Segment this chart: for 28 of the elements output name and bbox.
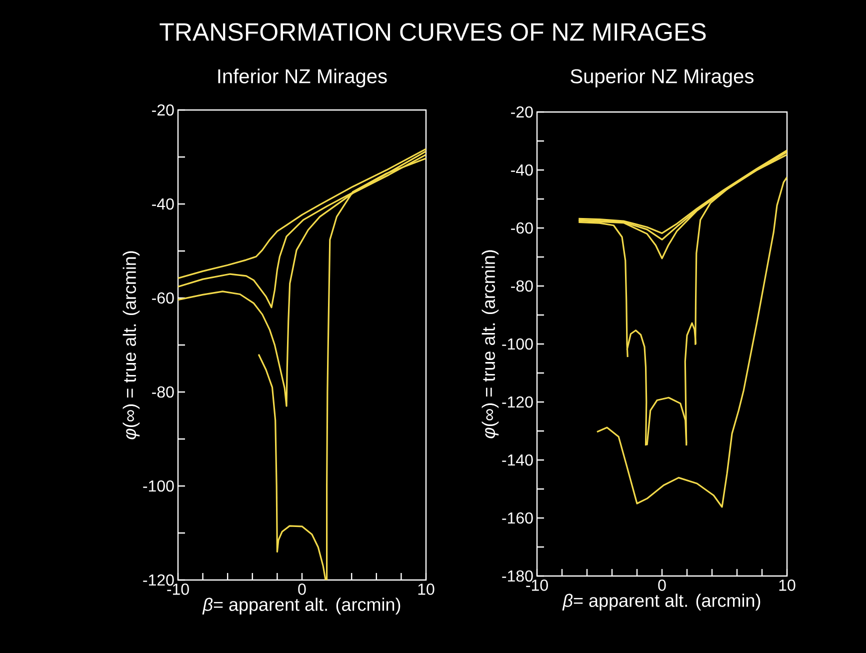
x-axis-title: β= apparent alt. (arcmin) [202,598,400,614]
y-tick-label: -180 [502,570,533,582]
y-tick-label: -100 [502,338,533,350]
y-tick-label: -40 [152,198,174,210]
y-tick-label: -40 [511,164,533,176]
x-tick-label: 0 [298,584,306,595]
chart-subtitle: Inferior NZ Mirages [218,68,387,88]
chart-subtitle: Superior NZ Mirages [570,68,754,88]
x-tick-label: 10 [418,584,434,595]
y-tick-label: -60 [152,292,174,304]
y-axis-title: φ(∞) = true alt. (arcmin) [122,251,140,440]
y-tick-label: -80 [152,386,174,398]
x-tick-label: -10 [526,580,548,591]
chart-title: TRANSFORMATION CURVES OF NZ MIRAGES [160,23,706,41]
y-tick-label: -60 [511,222,533,234]
x-tick-label: 0 [658,580,666,591]
y-tick-label: -80 [511,280,533,292]
y-tick-label: -120 [502,396,533,408]
y-axis-title: φ(∞) = true alt. (arcmin) [482,250,499,438]
y-tick-label: -120 [143,574,174,586]
x-tick-label: 10 [779,580,796,591]
x-axis-title: β= apparent alt. (arcmin) [562,594,760,610]
y-tick-label: -140 [502,454,533,466]
y-tick-label: -20 [511,106,533,118]
y-tick-label: -20 [152,104,174,116]
y-tick-label: -100 [143,480,174,492]
x-tick-label: -10 [167,584,189,595]
y-tick-label: -160 [502,512,533,524]
